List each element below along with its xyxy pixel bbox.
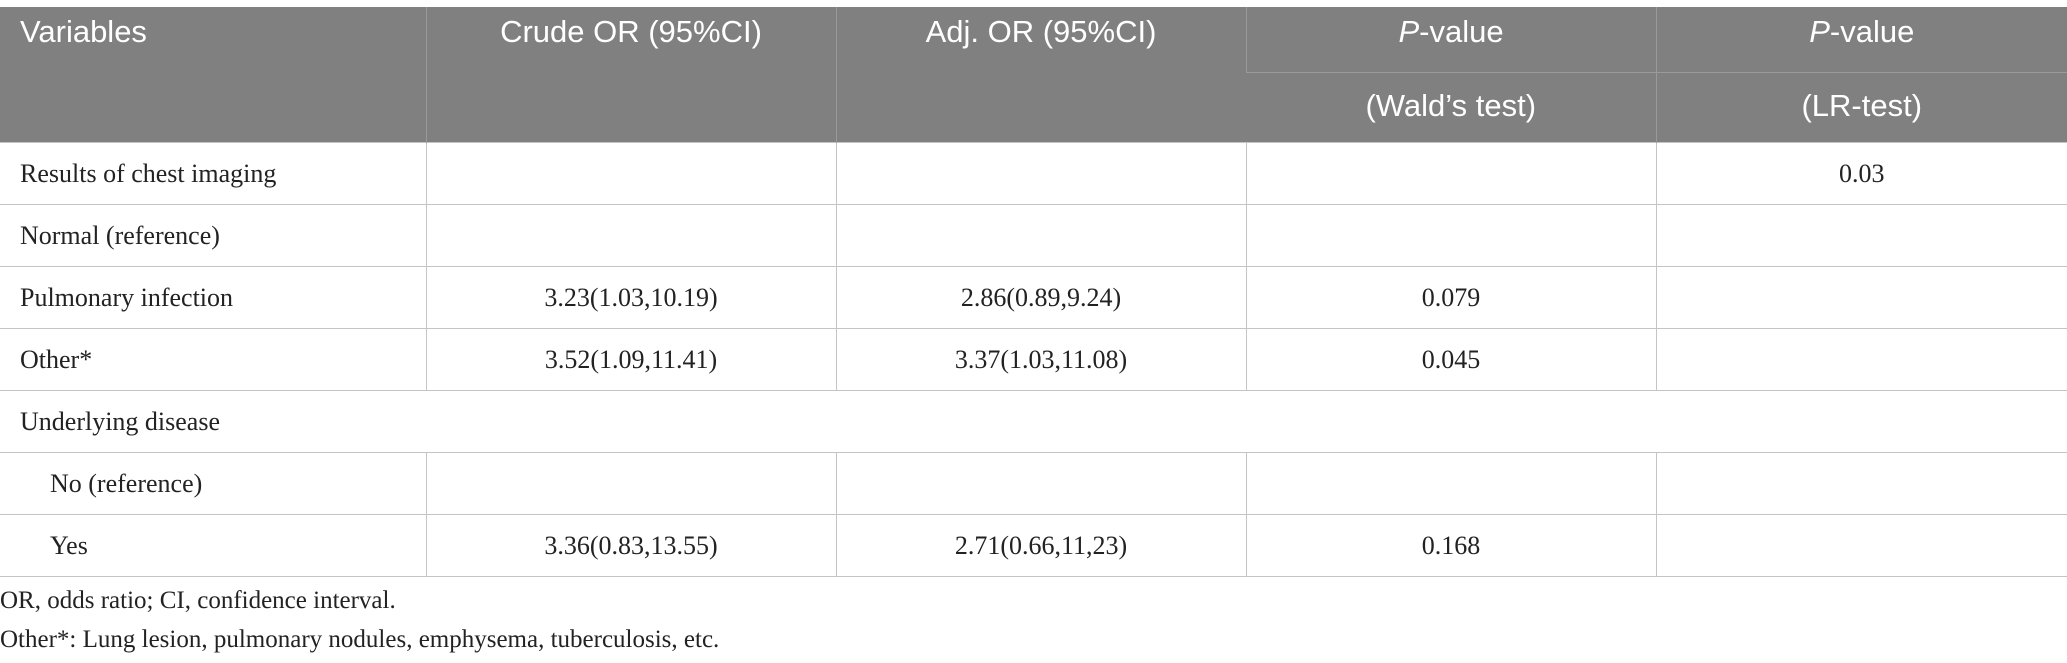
- cell: [425, 204, 837, 267]
- label-cell: No (reference): [0, 452, 427, 515]
- label-cell: Normal (reference): [0, 204, 427, 267]
- header-cell: Crude OR (95%CI): [425, 7, 836, 143]
- label-cell: Results of chest imaging: [0, 142, 427, 205]
- header-sub: (LR-test): [1655, 72, 2067, 143]
- cell: 3.23(1.03,10.19): [425, 266, 837, 329]
- cell: 3.52(1.09,11.41): [425, 328, 837, 391]
- footnote: Other*: Lung lesion, pulmonary nodules, …: [0, 626, 720, 653]
- cell: [1655, 514, 2067, 577]
- row: No (reference): [0, 452, 2067, 515]
- row: Yes 3.36(0.83,13.55) 2.71(0.66,11,23) 0.168: [0, 514, 2067, 577]
- cell: 2.71(0.66,11,23): [835, 514, 1247, 577]
- cell: 3.36(0.83,13.55): [425, 514, 837, 577]
- row: Other* 3.52(1.09,11.41) 3.37(1.03,11.08) 0.…: [0, 328, 2067, 391]
- cell: 3.37(1.03,11.08): [835, 328, 1247, 391]
- footnote: OR, odds ratio; CI, confidence interval.: [0, 587, 396, 614]
- row: Results of chest imaging 0.03: [0, 142, 2067, 205]
- cell: [835, 452, 1247, 515]
- label-cell: Other*: [0, 328, 427, 391]
- cell: [1245, 142, 1657, 205]
- header-text: -value: [1829, 14, 1915, 49]
- label-cell: Yes: [0, 514, 427, 577]
- cell: [1655, 452, 2067, 515]
- cell: 0.03: [1655, 142, 2067, 205]
- cell: 2.86(0.89,9.24): [835, 266, 1247, 329]
- results-table: Variables Crude OR (95%CI) Adj. OR (95%C…: [0, 7, 2067, 577]
- label-cell: Pulmonary infection: [0, 266, 427, 329]
- header-row: (Wald’s test) (LR-test): [0, 72, 2067, 143]
- header-row: Variables Crude OR (95%CI) Adj. OR (95%C…: [0, 7, 2067, 143]
- cell: [1245, 452, 1657, 515]
- header-cell: P-value: [1655, 7, 2067, 73]
- header-cell: Adj. OR (95%CI): [835, 7, 1246, 143]
- cell: [1655, 266, 2067, 329]
- header-cell: Variables: [0, 7, 426, 143]
- cell: 0.079: [1245, 266, 1657, 329]
- cell: 0.168: [1245, 514, 1657, 577]
- header-text: -value: [1419, 14, 1504, 49]
- cell: [425, 142, 837, 205]
- row: Pulmonary infection 3.23(1.03,10.19) 2.86(…: [0, 266, 2067, 329]
- row: Normal (reference): [0, 204, 2067, 267]
- cell: [835, 142, 1247, 205]
- cell: [835, 204, 1247, 267]
- cell: [1655, 204, 2067, 267]
- header-italic: P: [1398, 14, 1420, 49]
- header-sub: (Wald’s test): [1246, 72, 1656, 143]
- header-italic: P: [1809, 14, 1830, 49]
- cell: 0.045: [1245, 328, 1657, 391]
- cell: [425, 452, 837, 515]
- label-cell: Underlying disease: [0, 390, 2067, 453]
- cell: [1655, 328, 2067, 391]
- cell: [1245, 204, 1657, 267]
- header-cell: P-value: [1245, 7, 1656, 73]
- row: Underlying disease: [0, 390, 2067, 453]
